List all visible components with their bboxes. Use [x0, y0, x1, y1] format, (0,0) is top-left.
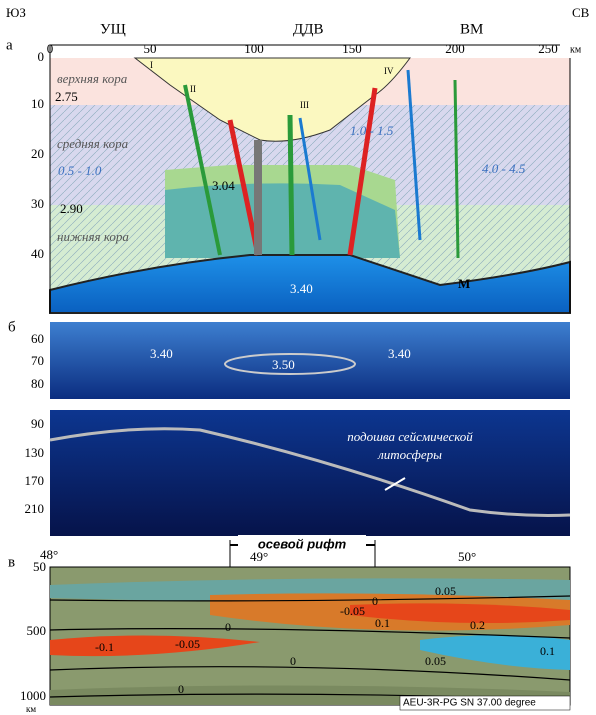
panel-b: б 60 70 80 3.40 3.50 3.40 90 130 170 210… [8, 319, 570, 536]
panel-letter: б [8, 319, 16, 335]
annotation: подошва сейсмической литосферы [330, 428, 490, 464]
degree: 50° [458, 549, 476, 564]
unit: км [570, 44, 582, 55]
y-tick: 10 [31, 96, 44, 111]
dir-label: СВ [572, 5, 590, 20]
dir-label: ЮЗ [6, 5, 26, 20]
y-tick: 80 [31, 376, 44, 391]
panel-letter: в [8, 554, 15, 570]
range: 4.0 - 4.5 [482, 161, 526, 176]
y-tick: 1000 [20, 688, 46, 703]
y-tick: 500 [27, 623, 47, 638]
contour: 0 [178, 682, 184, 696]
density: 3.04 [212, 178, 235, 193]
figure: ЮЗ СВ УЩ ДДВ ВМ а 0 50 100 150 200 250 к… [0, 0, 596, 715]
density: 3.40 [290, 281, 313, 296]
y-tick: 0 [38, 49, 45, 64]
fault: II [190, 84, 196, 94]
y-tick: 40 [31, 246, 44, 261]
y-tick: 30 [31, 196, 44, 211]
contour: 0 [290, 654, 296, 668]
panel-letter: а [6, 37, 13, 53]
density: 2.90 [60, 201, 83, 216]
x-tick: 200 [445, 41, 465, 56]
contour: 0.05 [425, 654, 446, 668]
degree: 49° [250, 549, 268, 564]
density: 2.75 [55, 89, 78, 104]
y-tick: 60 [31, 331, 44, 346]
y-tick: 70 [31, 353, 44, 368]
layer: нижняя кора [57, 229, 129, 244]
zone: ВМ [460, 21, 483, 37]
x-tick: 0 [47, 41, 54, 56]
contour: 0.05 [435, 584, 456, 598]
value: 3.40 [150, 346, 173, 361]
layer: верхняя кора [57, 71, 128, 86]
model-label: AEU-3R-PG SN 37.00 degree [403, 698, 536, 709]
y-tick: 130 [25, 445, 45, 460]
x-tick: 100 [244, 41, 264, 56]
value: 3.50 [272, 357, 295, 372]
x-tick: 150 [342, 41, 362, 56]
rift-label: осевой рифт [258, 536, 347, 551]
y-tick: 170 [25, 473, 45, 488]
layer: средняя кора [57, 136, 129, 151]
unit: км [26, 704, 36, 714]
y-tick: 90 [31, 416, 44, 431]
contour: 0 [225, 620, 231, 634]
zone: УЩ [100, 21, 126, 37]
zone: ДДВ [293, 21, 323, 37]
contour: -0.05 [175, 637, 200, 651]
contour: 0.2 [470, 618, 485, 632]
contour: -0.05 [340, 604, 365, 618]
panel-a: ЮЗ СВ УЩ ДДВ ВМ а 0 50 100 150 200 250 к… [6, 5, 590, 313]
fault: IV [384, 66, 394, 76]
range: 0.5 - 1.0 [58, 163, 102, 178]
x-tick: 250 [538, 41, 558, 56]
contour: 0.1 [375, 616, 390, 630]
contour: 0 [372, 594, 378, 608]
moho: М [458, 276, 470, 291]
contour: -0.1 [95, 640, 114, 654]
x-tick: 50 [144, 41, 157, 56]
fault: III [300, 100, 309, 110]
contour: 0.1 [540, 644, 555, 658]
fault: I [150, 60, 153, 70]
value: 3.40 [388, 346, 411, 361]
y-tick: 50 [33, 559, 46, 574]
y-tick: 20 [31, 146, 44, 161]
panel-c: осевой рифт в 48° 49° 50° 50 500 1000 км… [8, 535, 570, 714]
y-tick: 210 [25, 501, 45, 516]
range: 1.0 - 1.5 [350, 123, 394, 138]
